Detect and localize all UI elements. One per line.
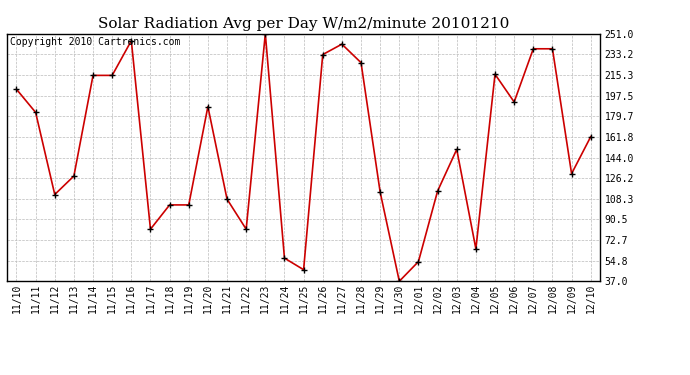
Title: Solar Radiation Avg per Day W/m2/minute 20101210: Solar Radiation Avg per Day W/m2/minute … — [98, 17, 509, 31]
Text: Copyright 2010 Cartronics.com: Copyright 2010 Cartronics.com — [10, 38, 180, 48]
